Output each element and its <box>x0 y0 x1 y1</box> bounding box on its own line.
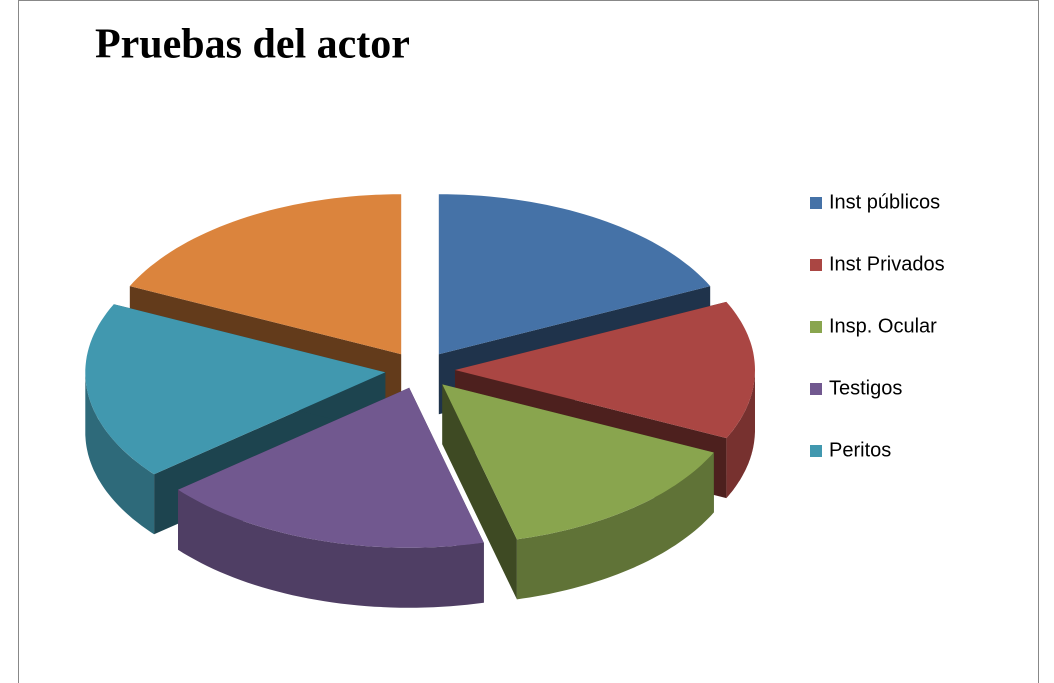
slice-wall <box>726 370 755 499</box>
legend-label: Inst públicos <box>829 191 940 213</box>
slice <box>438 194 711 355</box>
slice <box>178 387 484 548</box>
legend-label: Inst Privados <box>829 253 945 275</box>
legend-swatch <box>810 197 822 209</box>
legend-label: Peritos <box>829 439 891 461</box>
slice-wall <box>516 452 714 600</box>
legend-label: Insp. Ocular <box>829 315 937 337</box>
slice-wall <box>85 372 155 535</box>
legend-swatch <box>810 259 822 271</box>
slice-side <box>442 384 517 600</box>
legend-swatch <box>810 321 822 333</box>
legend-swatch <box>810 383 822 395</box>
slice-wall <box>178 489 484 608</box>
slice <box>455 301 755 439</box>
legend-label: Testigos <box>829 377 902 399</box>
slice <box>129 194 402 355</box>
legend-swatch <box>810 445 822 457</box>
chart-title: Pruebas del actor <box>95 22 410 68</box>
slice <box>442 384 714 540</box>
slice <box>85 304 386 475</box>
